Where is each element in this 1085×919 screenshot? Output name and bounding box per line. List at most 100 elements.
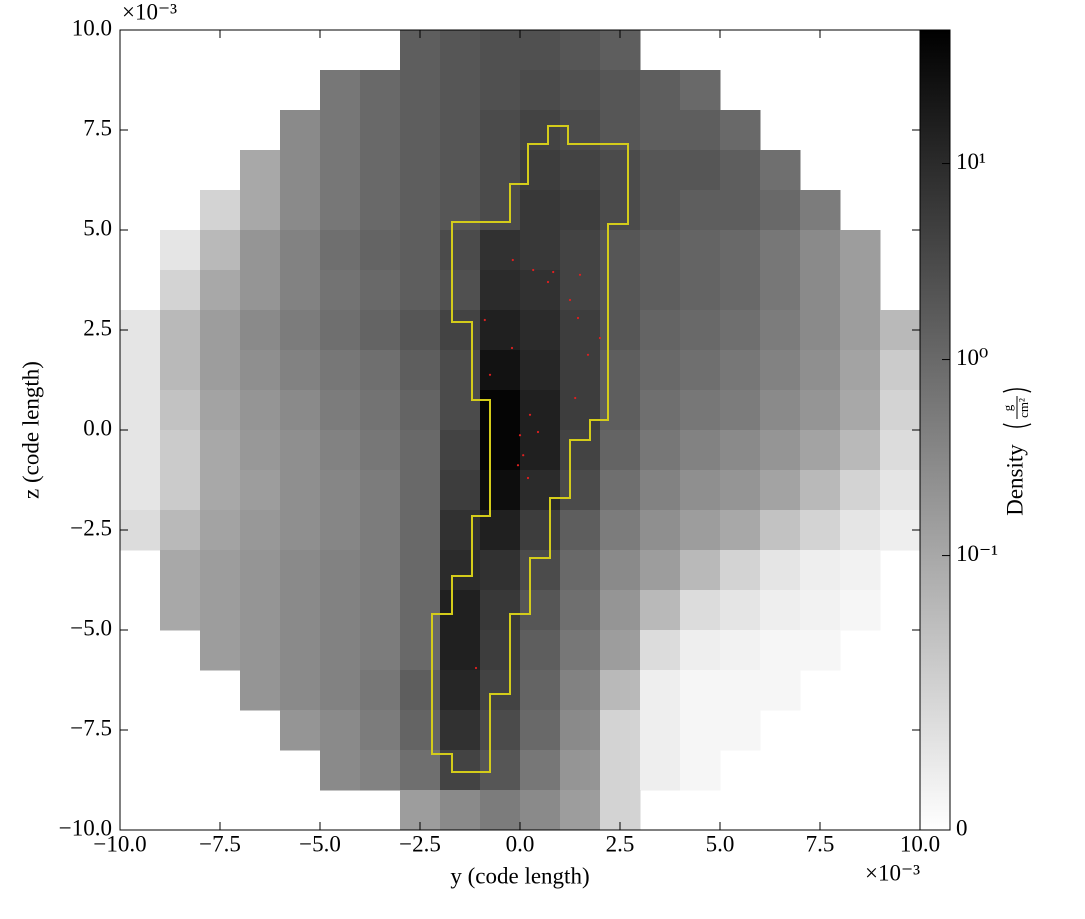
cell xyxy=(760,230,801,271)
cell xyxy=(520,630,561,671)
cell xyxy=(800,470,841,511)
x-tick-label: −7.5 xyxy=(199,831,241,856)
cell xyxy=(440,270,481,311)
particle xyxy=(511,258,514,262)
cell xyxy=(560,390,601,431)
cell xyxy=(640,630,681,671)
paren xyxy=(1002,388,1032,393)
cell xyxy=(400,350,441,391)
cell xyxy=(200,590,241,631)
cell xyxy=(640,710,681,751)
x-tick-label: −10.0 xyxy=(93,831,146,856)
cell xyxy=(720,550,761,591)
cell xyxy=(320,190,361,231)
cell xyxy=(600,510,641,551)
cell xyxy=(800,190,841,231)
particle xyxy=(518,434,522,437)
particle xyxy=(586,353,590,356)
cell xyxy=(280,230,321,271)
cell xyxy=(640,230,681,271)
cell xyxy=(320,310,361,351)
cell xyxy=(560,30,601,71)
cell xyxy=(320,750,361,791)
cell xyxy=(840,350,881,391)
cell xyxy=(560,750,601,791)
cell xyxy=(280,150,321,191)
cell xyxy=(680,350,721,391)
cell xyxy=(600,350,641,391)
cell xyxy=(280,110,321,151)
particle xyxy=(532,268,535,272)
cell xyxy=(360,590,401,631)
cell xyxy=(520,590,561,631)
cell xyxy=(560,510,601,551)
particle xyxy=(474,666,478,670)
cell xyxy=(200,390,241,431)
cell xyxy=(800,590,841,631)
cell xyxy=(360,350,401,391)
cell xyxy=(760,670,801,711)
cell xyxy=(800,350,841,391)
cell xyxy=(760,190,801,231)
cell xyxy=(360,750,401,791)
particle xyxy=(483,318,486,322)
cell xyxy=(680,510,721,551)
cell xyxy=(280,550,321,591)
cell xyxy=(800,510,841,551)
colorbar-label: Density xyxy=(1002,444,1027,516)
particle xyxy=(552,270,555,274)
cell xyxy=(640,750,681,791)
y-tick-label: 5.0 xyxy=(83,215,112,240)
cell xyxy=(840,270,881,311)
cell xyxy=(560,350,601,391)
cell xyxy=(320,270,361,311)
cell xyxy=(760,470,801,511)
cell xyxy=(360,390,401,431)
cell xyxy=(560,710,601,751)
cell xyxy=(280,350,321,391)
cell xyxy=(400,550,441,591)
cell xyxy=(640,310,681,351)
cell xyxy=(760,310,801,351)
particle xyxy=(568,298,572,302)
cell xyxy=(840,230,881,271)
cell xyxy=(480,270,521,311)
cell xyxy=(480,550,521,591)
cell xyxy=(680,710,721,751)
cell xyxy=(120,470,161,511)
x-tick-label: 5.0 xyxy=(706,831,735,856)
cell xyxy=(640,510,681,551)
cell xyxy=(360,470,401,511)
cell xyxy=(720,310,761,351)
colorbar-tick-label: 10⁻¹ xyxy=(956,541,998,566)
cell xyxy=(480,470,521,511)
cell xyxy=(440,710,481,751)
cell xyxy=(640,110,681,151)
cell xyxy=(440,350,481,391)
particle xyxy=(488,373,492,376)
cell xyxy=(600,270,641,311)
cell xyxy=(760,270,801,311)
cell xyxy=(480,790,521,831)
cell xyxy=(480,70,521,111)
cell xyxy=(640,70,681,111)
cell xyxy=(720,710,761,751)
contour xyxy=(431,125,629,773)
cell xyxy=(280,590,321,631)
cell xyxy=(520,190,561,231)
cell xyxy=(600,230,641,271)
cell xyxy=(680,670,721,711)
cell xyxy=(280,310,321,351)
axes: −10.0 −7.5 −5.0 −2.5 0.0 2.5 5.0 7.5 10.0 −10.0 −7… xyxy=(59,15,998,856)
cell xyxy=(520,710,561,751)
cell xyxy=(560,190,601,231)
cell xyxy=(360,270,401,311)
cell xyxy=(240,630,281,671)
cell xyxy=(560,270,601,311)
heatmap xyxy=(120,30,921,831)
cell xyxy=(360,190,401,231)
cell xyxy=(800,390,841,431)
cell xyxy=(840,470,881,511)
particle xyxy=(578,273,582,276)
cell xyxy=(600,710,641,751)
